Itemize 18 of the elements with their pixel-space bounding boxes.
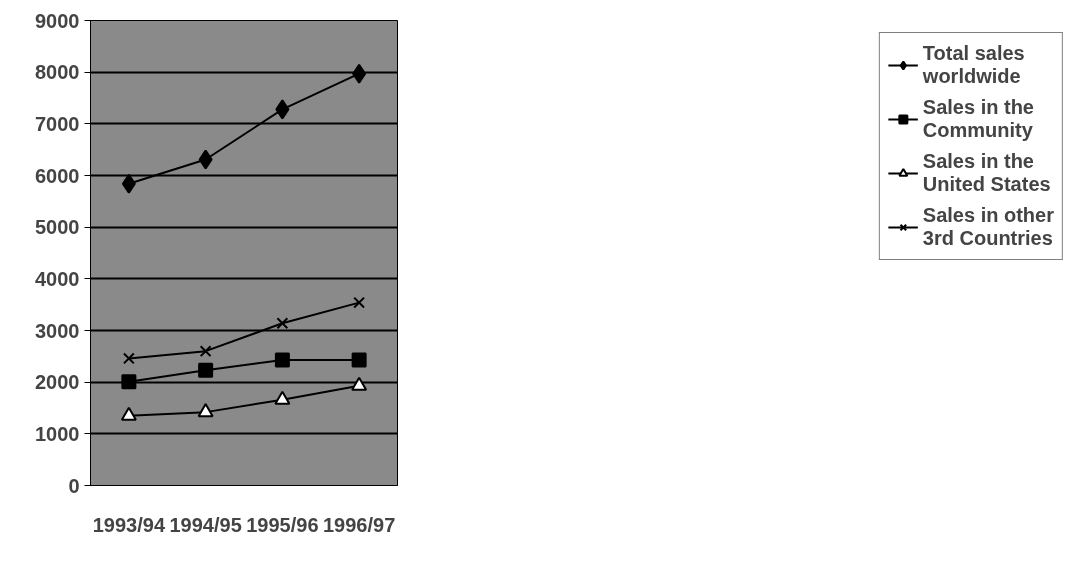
legend-label: Sales in other 3rd Countries <box>922 203 1054 251</box>
y-tick-label: 2000 <box>35 371 80 394</box>
y-tick-label: 0 <box>68 474 80 497</box>
y-tick-label: 5000 <box>35 216 80 239</box>
y-tick-label: 4000 <box>35 267 80 290</box>
y-tick-label: 6000 <box>35 164 80 187</box>
legend-label: Sales in the United States <box>922 149 1051 197</box>
y-tick-label: 1000 <box>35 422 80 445</box>
x-tick-label: 1994/95 <box>169 513 242 536</box>
y-tick-label: 8000 <box>35 61 80 84</box>
x-tick-label: 1996/97 <box>322 513 396 536</box>
y-tick-label: 3000 <box>35 319 80 342</box>
y-tick-label: 7000 <box>35 112 80 135</box>
x-tick-label: 1995/96 <box>246 513 319 536</box>
y-tick-label: 9000 <box>35 9 80 32</box>
x-tick-label: 1993/94 <box>92 513 166 536</box>
legend-label: Sales in the Community <box>922 95 1034 143</box>
legend-label: Total sales worldwide <box>922 41 1025 89</box>
